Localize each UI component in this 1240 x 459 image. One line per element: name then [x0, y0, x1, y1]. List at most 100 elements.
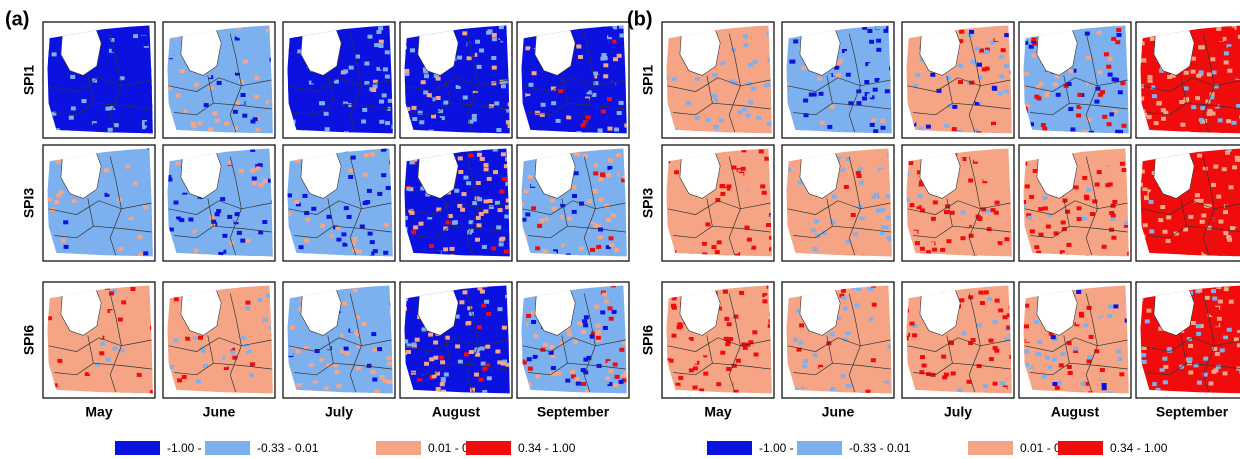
map-cell	[568, 130, 573, 134]
map-cell	[756, 116, 761, 120]
map-cell	[488, 199, 493, 203]
map-cell	[769, 312, 774, 316]
map-cell	[1196, 373, 1201, 377]
map-cell	[814, 219, 819, 223]
map-cell	[797, 188, 802, 192]
map-cell	[342, 301, 347, 305]
map-cell	[1149, 256, 1154, 260]
map-cell	[858, 252, 863, 256]
map-cell	[104, 318, 109, 322]
map-cell	[428, 98, 433, 102]
map-cell	[541, 103, 546, 107]
column-label: August	[1051, 404, 1100, 420]
map-cell	[529, 26, 534, 30]
map-cell	[344, 310, 349, 314]
map-cell	[883, 51, 888, 55]
map-cell	[437, 118, 442, 122]
map-cell	[164, 368, 169, 372]
map-cell	[168, 365, 173, 369]
map-cell	[526, 101, 531, 105]
map-cell	[977, 63, 982, 67]
map-cell	[285, 37, 290, 41]
map-cell	[1078, 147, 1083, 151]
map-cell	[1137, 51, 1142, 55]
map-cell	[1205, 322, 1210, 326]
map-cell	[1097, 302, 1102, 306]
map-cell	[387, 356, 392, 360]
map-cell	[1235, 305, 1240, 309]
map-cell	[997, 160, 1002, 164]
map-cell	[429, 130, 434, 134]
map-cell	[528, 131, 533, 135]
map-cell	[751, 86, 756, 90]
map-cell	[213, 260, 218, 264]
map-cell	[297, 179, 302, 183]
map-cell	[290, 126, 295, 130]
map-cell	[817, 23, 822, 27]
map-cell	[345, 53, 350, 57]
map-cell	[150, 86, 155, 90]
map-cell	[400, 79, 405, 83]
map-cell	[605, 377, 610, 381]
map-cell	[296, 349, 301, 353]
map-cell	[364, 153, 369, 157]
map-cell	[769, 213, 774, 217]
map-cell	[476, 181, 481, 185]
map-cell	[51, 148, 56, 152]
map-cell	[1109, 255, 1114, 259]
map-cell	[351, 156, 356, 160]
map-cell	[1211, 183, 1216, 187]
map-cell	[531, 183, 536, 187]
map-cell	[478, 286, 483, 290]
map-cell	[1221, 308, 1226, 312]
map-cell	[174, 297, 179, 301]
map-cell	[1205, 335, 1210, 339]
map-cell	[746, 114, 751, 118]
map-cell	[250, 169, 255, 173]
map-cell	[582, 319, 587, 323]
map-cell	[237, 34, 242, 38]
map-cell	[374, 43, 379, 47]
legend-swatch	[707, 441, 752, 455]
map-cell	[343, 253, 348, 257]
map-cell	[598, 198, 603, 202]
map-cell	[999, 255, 1004, 259]
map-cell	[104, 67, 109, 71]
map-cell	[1230, 219, 1235, 223]
map-cell	[348, 315, 353, 319]
map-cell	[1029, 317, 1034, 321]
map-cell	[723, 327, 728, 331]
map-cell	[322, 133, 327, 137]
map-cell	[1163, 230, 1168, 234]
map-cell	[1199, 199, 1204, 203]
map-cell	[726, 367, 731, 371]
map-cell	[1003, 115, 1008, 119]
map-cell	[226, 220, 231, 224]
map-cell	[480, 157, 485, 161]
map-cell	[341, 388, 346, 392]
map-cell	[245, 306, 250, 310]
map-cell	[952, 127, 957, 131]
map-cell	[782, 189, 787, 193]
map-cell	[221, 95, 226, 99]
map-cell	[716, 382, 721, 386]
map-cell	[587, 199, 592, 203]
map-cell	[857, 167, 862, 171]
map-cell	[1061, 352, 1066, 356]
map-cell	[363, 173, 368, 177]
map-cell	[373, 84, 378, 88]
map-cell	[1048, 343, 1053, 347]
row-label: SPI6	[21, 325, 37, 356]
map-cell	[1066, 22, 1071, 26]
map-cell	[910, 322, 915, 326]
map-cell	[190, 133, 195, 137]
map-cell	[496, 128, 501, 132]
map-cell	[904, 309, 909, 313]
map-cell	[1141, 22, 1146, 26]
map-cell	[862, 145, 867, 149]
map-cell	[499, 242, 504, 246]
map-cell	[856, 101, 861, 105]
map-cell	[253, 117, 258, 121]
map-cell	[709, 332, 714, 336]
map-cell	[291, 386, 296, 390]
